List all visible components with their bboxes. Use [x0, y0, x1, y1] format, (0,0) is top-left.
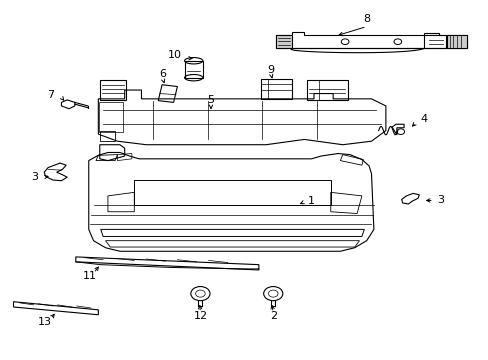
Ellipse shape [184, 75, 203, 81]
Text: 13: 13 [38, 317, 52, 327]
Text: 2: 2 [269, 311, 276, 321]
Text: 6: 6 [159, 69, 166, 79]
Text: 11: 11 [83, 271, 97, 281]
Text: 1: 1 [307, 196, 314, 206]
Text: 3: 3 [437, 195, 444, 206]
Polygon shape [447, 35, 467, 48]
Text: 10: 10 [168, 50, 182, 60]
Text: 9: 9 [267, 65, 274, 75]
Polygon shape [275, 35, 292, 48]
Text: 5: 5 [207, 95, 214, 104]
Text: 8: 8 [363, 14, 369, 24]
Text: 12: 12 [193, 311, 207, 321]
Text: 4: 4 [420, 114, 427, 124]
Text: 7: 7 [47, 90, 54, 100]
Text: 3: 3 [31, 172, 38, 182]
